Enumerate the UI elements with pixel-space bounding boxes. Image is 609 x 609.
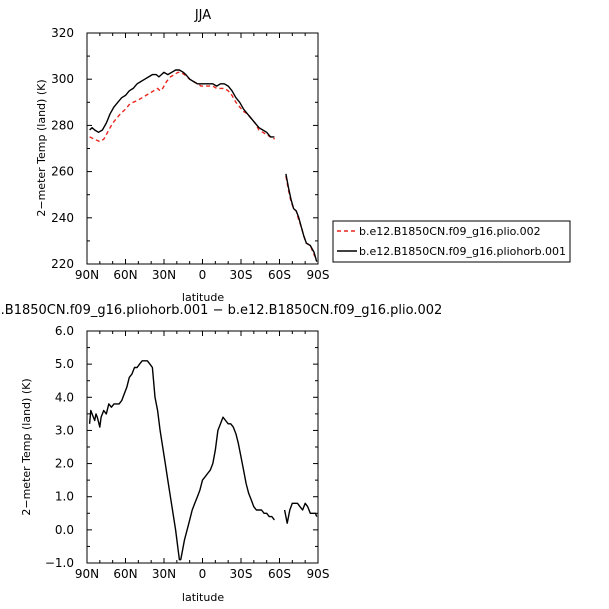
bottom-y-axis-label: 2−meter Temp (land) (K) bbox=[20, 378, 33, 515]
bottom-panel-ticks: 90N 60N 30N 0 30S 60S 90S −1.0 0.0 1.0 2.0 3.0 4.0 5.… bbox=[45, 324, 330, 581]
bottom-series-0-segment-1 bbox=[283, 502, 318, 524]
bottom-y-tick-label: 1.0 bbox=[55, 490, 74, 504]
bottom-x-tick-label: 0 bbox=[199, 567, 207, 581]
top-x-tick-label: 0 bbox=[199, 268, 207, 282]
top-y-tick-label: 240 bbox=[51, 211, 74, 225]
top-x-tick-label: 30N bbox=[152, 268, 176, 282]
legend-entry-plio: b.e12.B1850CN.f09_g16.plio.002 bbox=[359, 225, 541, 238]
bottom-y-tick-label: −1.0 bbox=[45, 556, 74, 570]
bottom-x-tick-label: 90S bbox=[307, 567, 330, 581]
top-x-tick-label: 90S bbox=[307, 268, 330, 282]
top-panel-series bbox=[89, 69, 318, 262]
top-y-tick-label: 300 bbox=[51, 72, 74, 86]
top-x-tick-label: 60S bbox=[268, 268, 291, 282]
top-x-tick-label: 60N bbox=[113, 268, 137, 282]
top-x-axis-label: latitude bbox=[182, 291, 224, 304]
bottom-x-tick-label: 60N bbox=[113, 567, 137, 581]
top-panel-ticks: 90N 60N 30N 0 30S 60S 90S 220 240 260 280 300 320 bbox=[51, 26, 329, 282]
legend-entry-pliohorb: b.e12.B1850CN.f09_g16.pliohorb.001 bbox=[359, 245, 566, 258]
top-series-1-segment-0 bbox=[89, 69, 275, 138]
top-y-axis-label: 2−meter Temp (land) (K) bbox=[35, 79, 48, 216]
top-y-tick-label: 260 bbox=[51, 165, 74, 179]
bottom-panel: b.e12.B1850CN.f09_g16.pliohorb.001 − b.e… bbox=[0, 303, 442, 604]
bottom-x-tick-label: 60S bbox=[268, 567, 291, 581]
bottom-x-tick-label: 90N bbox=[75, 567, 99, 581]
bottom-y-tick-label: 3.0 bbox=[55, 423, 74, 437]
top-y-tick-label: 220 bbox=[51, 257, 74, 271]
bottom-y-tick-label: 0.0 bbox=[55, 523, 74, 537]
bottom-panel-title: b.e12.B1850CN.f09_g16.pliohorb.001 − b.e… bbox=[0, 303, 442, 318]
bottom-y-tick-label: 2.0 bbox=[55, 457, 74, 471]
bottom-x-tick-label: 30N bbox=[152, 567, 176, 581]
bottom-y-tick-label: 4.0 bbox=[55, 390, 74, 404]
bottom-x-tick-label: 30S bbox=[230, 567, 253, 581]
bottom-y-tick-label: 6.0 bbox=[55, 324, 74, 338]
top-panel-title: JJA bbox=[194, 8, 211, 23]
bottom-panel-series bbox=[88, 360, 318, 561]
top-series-1-segment-1 bbox=[285, 173, 318, 262]
top-y-tick-label: 320 bbox=[51, 26, 74, 40]
top-x-tick-label: 90N bbox=[75, 268, 99, 282]
top-x-tick-label: 30S bbox=[230, 268, 253, 282]
legend: b.e12.B1850CN.f09_g16.plio.002 b.e12.B18… bbox=[332, 220, 571, 263]
bottom-x-axis-label: latitude bbox=[182, 591, 224, 604]
bottom-series-0-segment-0 bbox=[88, 360, 275, 561]
top-panel: JJA 90N 60N 30N 0 30S 60S 90S 220 240 260 280 300 32… bbox=[35, 8, 571, 304]
legend-box bbox=[332, 220, 571, 263]
top-y-tick-label: 280 bbox=[51, 118, 74, 132]
bottom-y-tick-label: 5.0 bbox=[55, 357, 74, 371]
